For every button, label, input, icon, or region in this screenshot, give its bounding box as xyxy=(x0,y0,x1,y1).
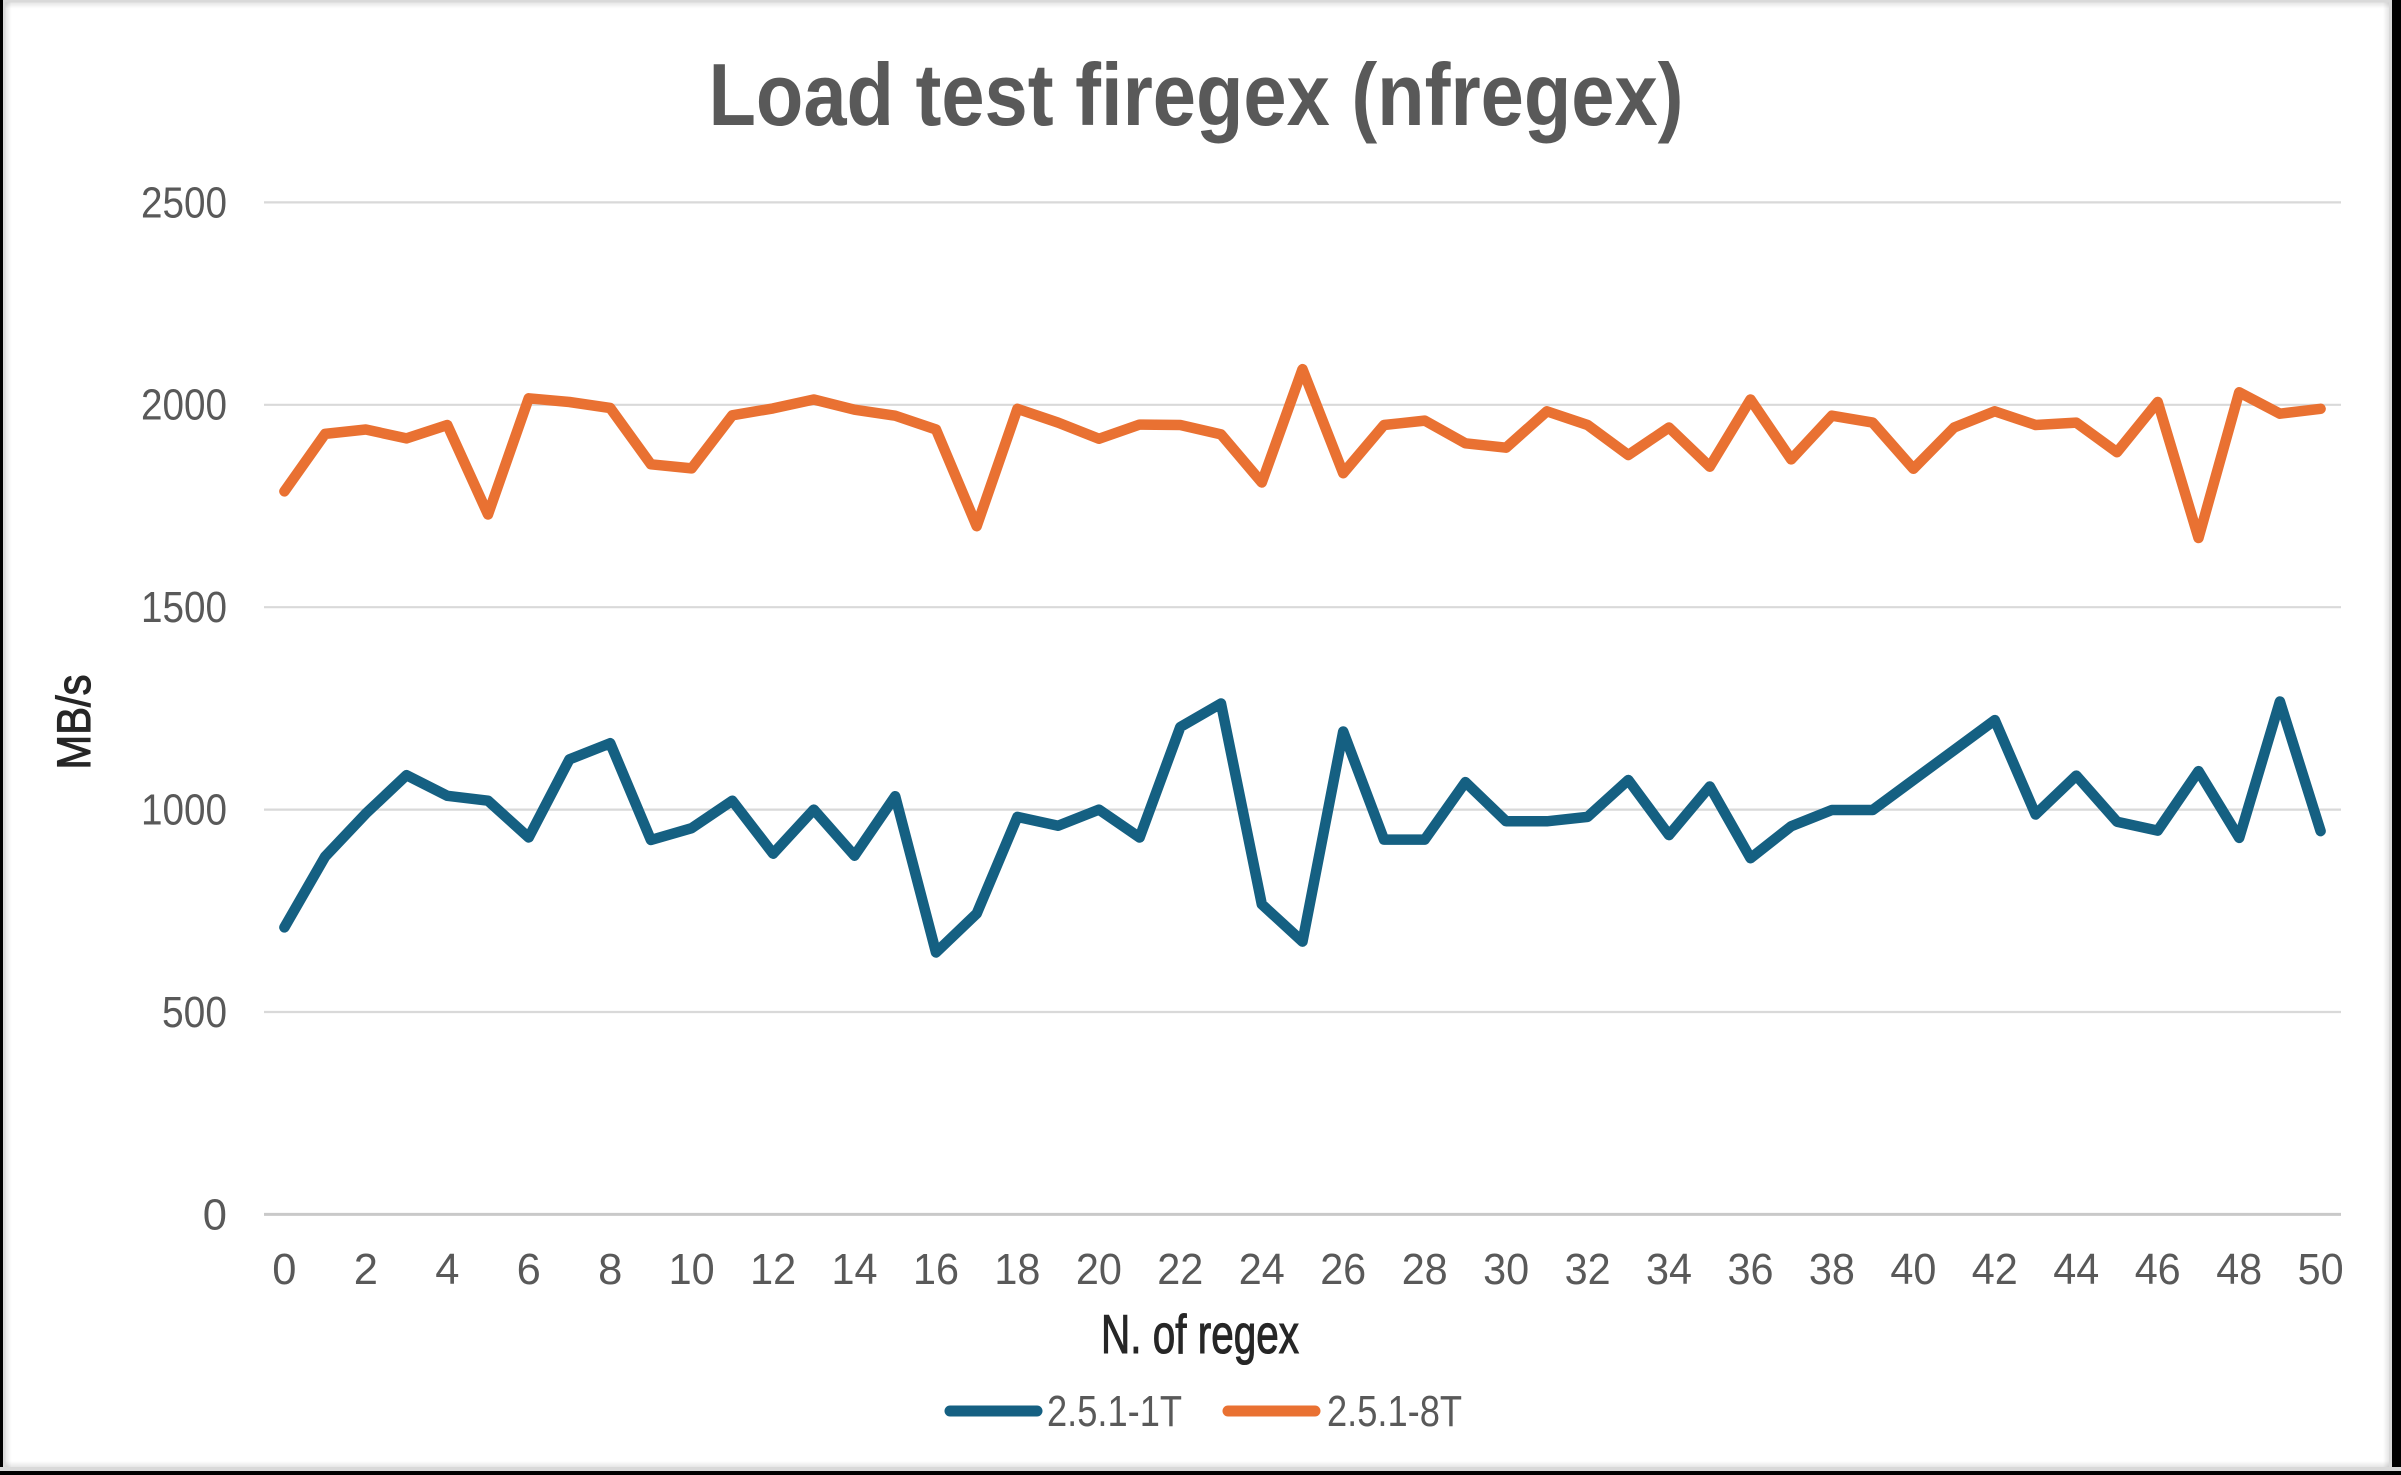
svg-text:2: 2 xyxy=(354,1246,378,1294)
svg-text:8: 8 xyxy=(598,1246,622,1294)
svg-text:16: 16 xyxy=(913,1246,959,1294)
svg-text:N. of regex: N. of regex xyxy=(1101,1303,1299,1365)
svg-text:MB/s: MB/s xyxy=(47,675,100,770)
svg-text:48: 48 xyxy=(2216,1246,2262,1294)
svg-text:36: 36 xyxy=(1728,1246,1774,1294)
svg-text:22: 22 xyxy=(1157,1246,1203,1294)
svg-text:44: 44 xyxy=(2053,1246,2099,1294)
svg-text:50: 50 xyxy=(2298,1246,2344,1294)
svg-text:46: 46 xyxy=(2135,1246,2181,1294)
svg-text:10: 10 xyxy=(669,1246,715,1294)
svg-text:6: 6 xyxy=(517,1246,541,1294)
svg-text:4: 4 xyxy=(435,1246,459,1294)
svg-text:12: 12 xyxy=(750,1246,796,1294)
svg-text:2.5.1-1T: 2.5.1-1T xyxy=(1047,1388,1182,1436)
svg-text:0: 0 xyxy=(203,1191,227,1239)
svg-text:1000: 1000 xyxy=(141,787,227,835)
svg-text:1500: 1500 xyxy=(141,584,227,632)
svg-text:28: 28 xyxy=(1402,1246,1448,1294)
svg-text:18: 18 xyxy=(994,1246,1040,1294)
svg-text:500: 500 xyxy=(162,989,227,1037)
svg-text:32: 32 xyxy=(1565,1246,1611,1294)
svg-text:34: 34 xyxy=(1646,1246,1692,1294)
svg-text:38: 38 xyxy=(1809,1246,1855,1294)
svg-text:2.5.1-8T: 2.5.1-8T xyxy=(1327,1388,1462,1436)
svg-text:Load test firegex (nfregex): Load test firegex (nfregex) xyxy=(709,45,1684,144)
svg-text:0: 0 xyxy=(272,1246,296,1294)
svg-text:24: 24 xyxy=(1239,1246,1285,1294)
svg-text:2500: 2500 xyxy=(141,179,227,227)
svg-text:40: 40 xyxy=(1890,1246,1936,1294)
svg-text:26: 26 xyxy=(1320,1246,1366,1294)
svg-text:20: 20 xyxy=(1076,1246,1122,1294)
svg-text:2000: 2000 xyxy=(141,382,227,430)
svg-text:30: 30 xyxy=(1483,1246,1529,1294)
svg-text:14: 14 xyxy=(832,1246,878,1294)
svg-text:42: 42 xyxy=(1972,1246,2018,1294)
